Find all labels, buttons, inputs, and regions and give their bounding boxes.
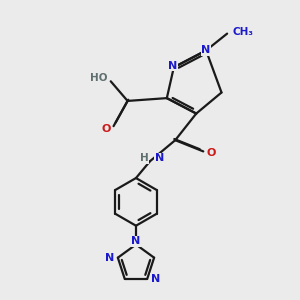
- Text: N: N: [202, 45, 211, 56]
- Text: H: H: [140, 153, 148, 164]
- Text: N: N: [131, 236, 141, 246]
- Text: HO: HO: [90, 74, 108, 83]
- Text: N: N: [151, 274, 160, 284]
- Text: CH₃: CH₃: [232, 27, 253, 37]
- Text: N: N: [105, 253, 115, 263]
- Text: N: N: [155, 153, 164, 164]
- Text: O: O: [206, 148, 215, 158]
- Text: O: O: [101, 124, 111, 134]
- Text: N: N: [168, 61, 177, 71]
